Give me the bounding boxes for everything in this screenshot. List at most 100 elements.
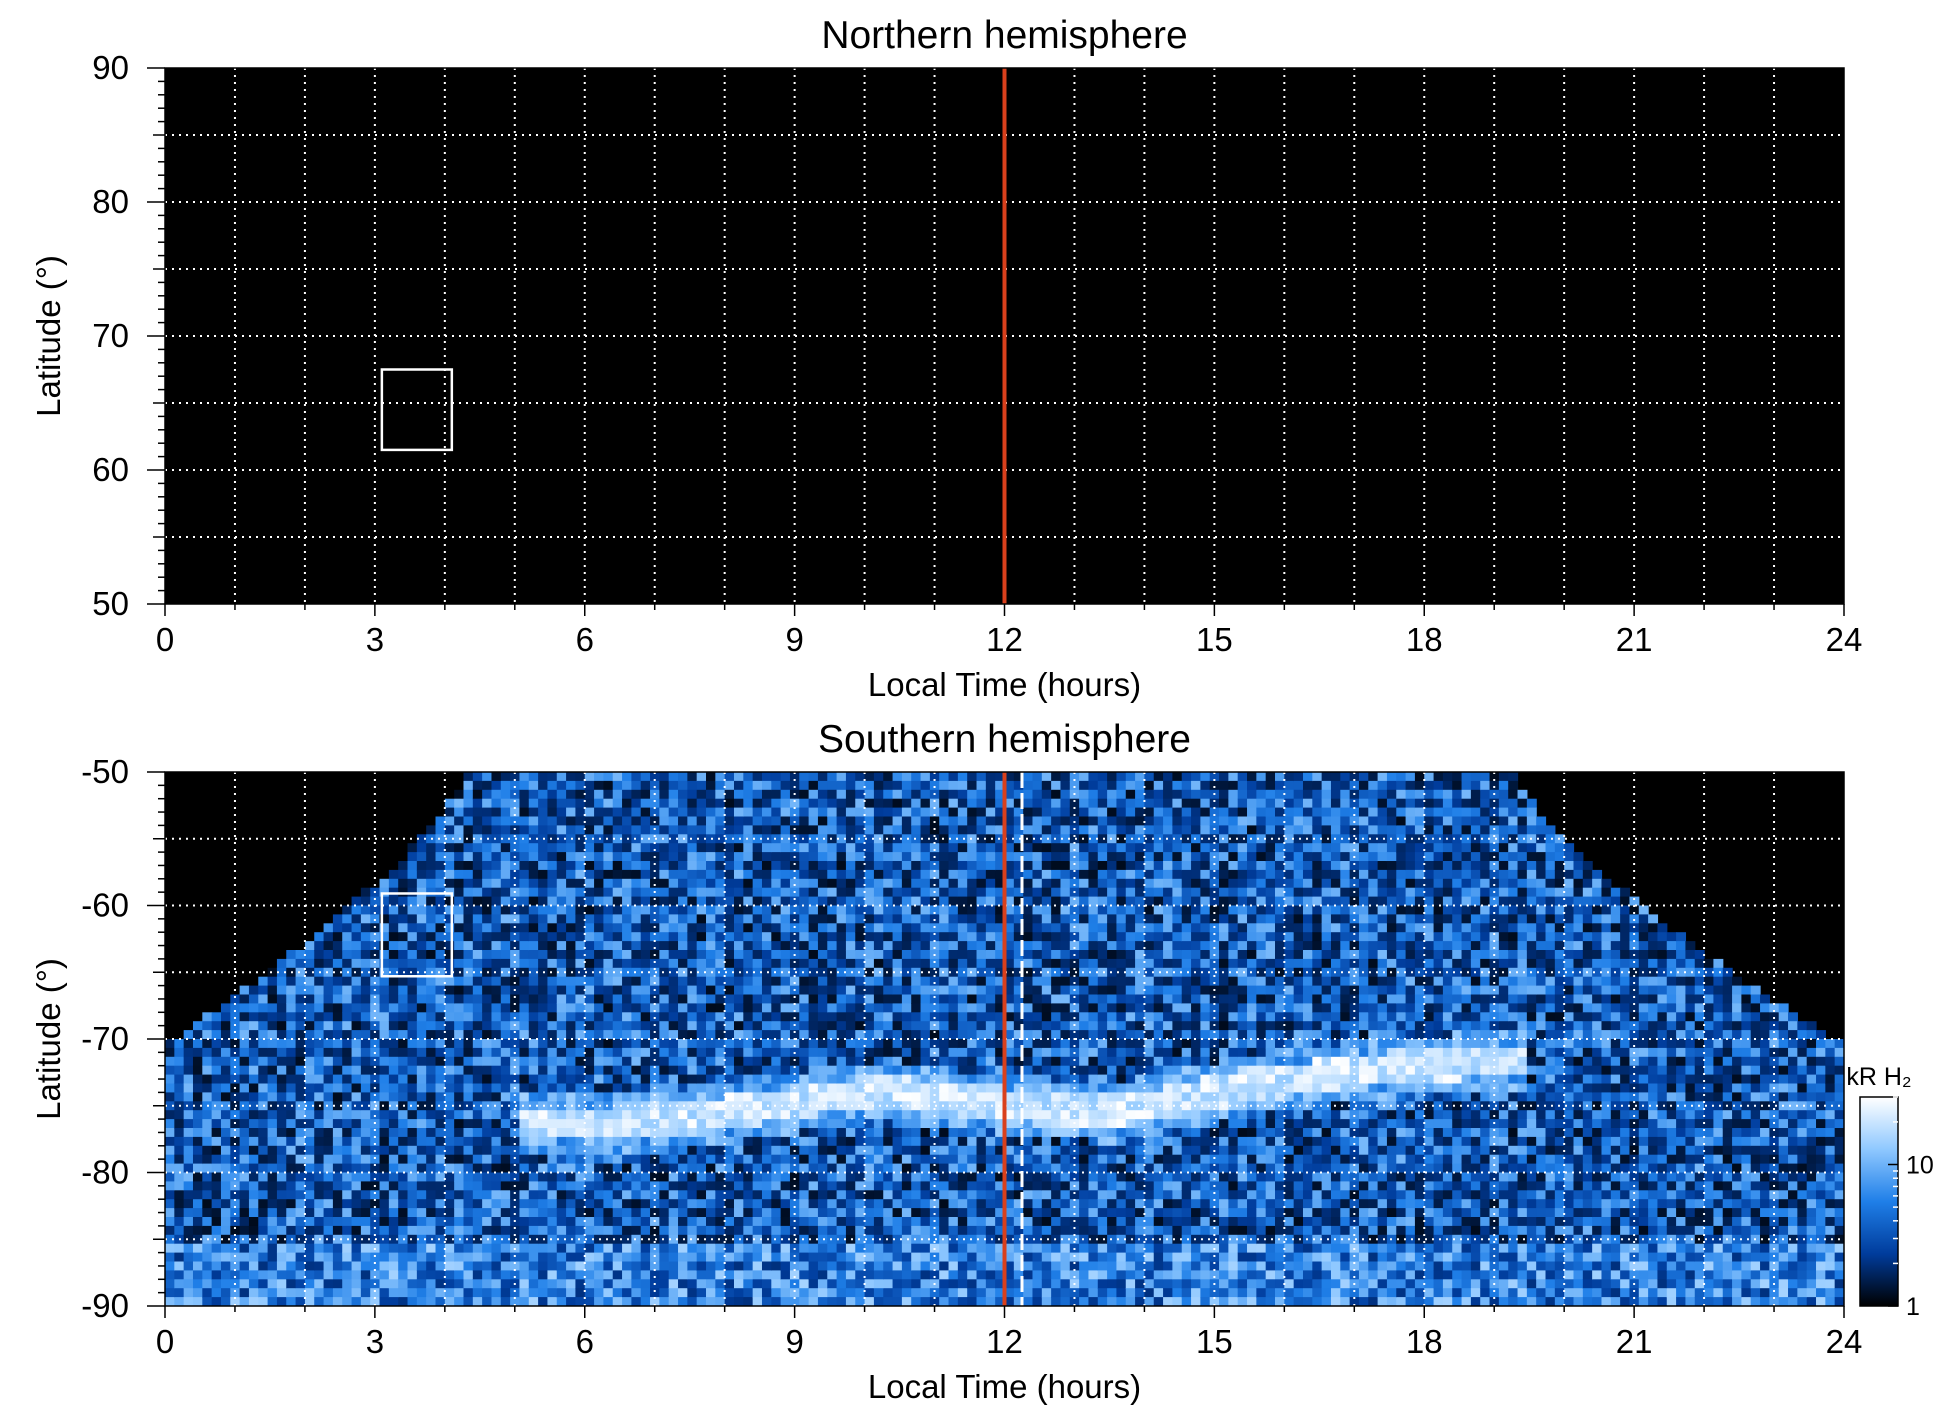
emission-cell [845,1128,856,1138]
emission-cell [799,1056,810,1067]
emission-cell [594,1252,605,1263]
emission-cell [407,1128,418,1138]
emission-cell [482,1119,493,1129]
emission-cell [407,896,418,907]
emission-cell [761,1083,772,1093]
emission-cell [202,1252,213,1263]
emission-cell [566,1092,577,1102]
emission-cell [771,896,782,907]
emission-cell [985,1234,996,1245]
emission-cell [276,1074,287,1085]
emission-cell [435,1047,446,1058]
emission-cell [640,789,651,800]
emission-cell [220,1136,231,1147]
emission-cell [220,1119,231,1129]
emission-cell [939,1279,950,1289]
emission-cell [827,1074,838,1085]
emission-cell [603,852,614,862]
emission-cell [472,825,483,835]
emission-cell [426,843,437,853]
emission-cell [724,1047,735,1058]
emission-cell [165,1101,175,1111]
emission-cell [323,985,334,996]
emission-cell [267,976,278,987]
emission-cell [528,1065,539,1076]
emission-cell [668,1172,679,1182]
emission-cell [248,1110,259,1120]
emission-cell [650,1136,660,1147]
emission-cell [594,825,605,835]
emission-cell [929,1199,940,1209]
emission-cell [715,1163,726,1174]
emission-cell [911,1110,922,1120]
emission-cell [995,976,1006,987]
emission-cell [258,1270,269,1280]
emission-cell [426,1181,437,1191]
emission-cell [584,1065,595,1076]
emission-cell [733,1297,744,1306]
emission-cell [864,1110,875,1120]
emission-cell [911,1199,922,1209]
emission-cell [911,1119,922,1129]
emission-cell [407,1172,418,1182]
emission-cell [743,941,754,951]
emission-cell [538,1172,549,1182]
emission-cell [482,772,493,782]
emission-cell [733,1074,744,1085]
emission-cell [706,789,716,800]
emission-cell [510,1039,521,1049]
emission-cell [715,967,726,978]
emission-cell [435,1154,446,1165]
emission-cell [678,1190,688,1200]
emission-cell [482,1145,493,1156]
emission-cell [696,1225,707,1236]
emission-cell [454,1243,465,1254]
emission-cell [482,816,493,826]
emission-cell [556,958,567,969]
emission-cell [817,923,828,933]
emission-cell [258,1083,269,1093]
emission-cell [323,1234,334,1245]
emission-cell [827,958,838,969]
emission-cell [761,843,772,853]
emission-cell [575,1172,586,1182]
emission-cell [165,1047,175,1058]
emission-cell [463,1252,474,1263]
emission-cell [472,1208,483,1218]
emission-cell [911,914,922,924]
emission-cell [165,1074,175,1085]
emission-cell [799,1225,810,1236]
emission-cell [463,772,474,782]
emission-cell [482,1074,493,1085]
emission-cell [612,1056,623,1067]
emission-cell [920,1217,931,1227]
emission-cell [379,1065,390,1076]
emission-cell [631,1297,642,1306]
emission-cell [295,950,306,960]
emission-cell [985,1279,996,1289]
emission-cell [743,967,754,978]
emission-cell [239,1092,250,1102]
emission-cell [752,825,763,835]
emission-cell [463,1101,474,1111]
emission-cell [883,887,894,898]
emission-cell [939,1039,950,1049]
emission-cell [640,1154,651,1165]
emission-cell [500,772,511,782]
emission-cell [416,1154,427,1165]
emission-cell [510,976,521,987]
emission-cell [659,1172,670,1182]
emission-cell [836,1003,847,1013]
emission-cell [482,825,493,835]
emission-cell [510,923,521,933]
emission-cell [995,772,1006,782]
emission-cell [948,1270,959,1280]
emission-cell [724,1074,735,1085]
emission-cell [304,1065,315,1076]
emission-cell [510,1288,521,1298]
emission-cell [360,1199,371,1209]
emission-cell [407,932,418,942]
emission-cell [472,789,483,800]
emission-cell [379,1252,390,1263]
emission-cell [668,1217,679,1227]
